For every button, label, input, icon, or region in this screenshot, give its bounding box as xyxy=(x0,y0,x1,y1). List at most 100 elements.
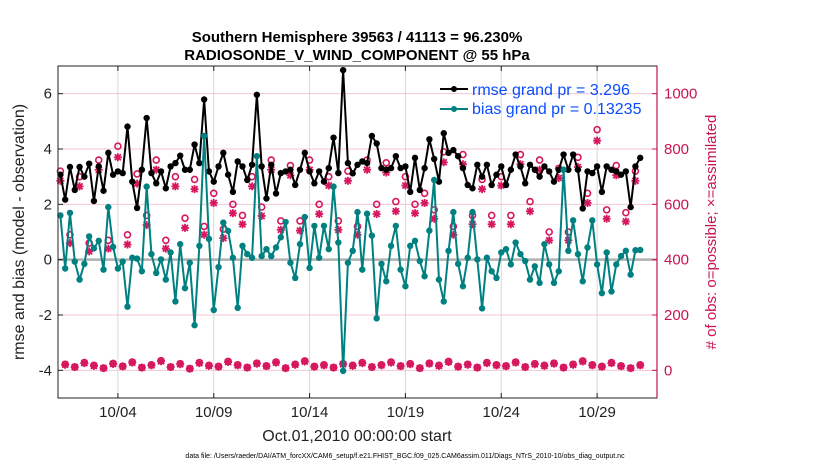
legend-bias-label: bias grand pr = 0.13235 xyxy=(472,101,642,118)
bias-point xyxy=(76,276,83,283)
possible-point xyxy=(147,360,156,369)
bias-point xyxy=(148,250,155,258)
bias-point xyxy=(296,240,304,248)
possible-point xyxy=(171,172,180,181)
rmse-point xyxy=(507,166,515,173)
rmse-point xyxy=(138,166,146,173)
rmse-point xyxy=(416,186,423,194)
bias-point xyxy=(143,183,150,190)
bias-point xyxy=(162,276,170,283)
rmse-point xyxy=(205,168,213,175)
possible-point xyxy=(392,197,400,206)
possible-point xyxy=(411,200,419,209)
rmse-point xyxy=(598,188,606,196)
bias-point xyxy=(57,212,64,219)
rmse-point xyxy=(90,197,98,205)
possible-point xyxy=(387,358,395,366)
rmse-point xyxy=(392,152,400,160)
x-axis-label: Oct.01,2010 00:00:00 start xyxy=(262,428,452,445)
data-marks xyxy=(56,66,645,375)
bias-point xyxy=(248,254,256,261)
rmse-point xyxy=(632,163,639,170)
possible-point xyxy=(300,357,309,365)
bias-point xyxy=(608,288,615,295)
rmse-point xyxy=(100,187,107,194)
bias-point xyxy=(181,284,189,292)
assimilated-point xyxy=(113,153,122,162)
rmse-point xyxy=(474,161,481,168)
rmse-point xyxy=(574,166,582,173)
y-right-tick-label: 200 xyxy=(664,307,689,324)
bias-point xyxy=(253,152,261,160)
rmse-point xyxy=(541,163,548,170)
rmse-point xyxy=(555,166,562,173)
bias-point xyxy=(584,244,591,251)
y-right-tick-label: 800 xyxy=(664,141,689,158)
asterisk-stroke xyxy=(315,210,323,218)
rmse-point xyxy=(224,171,232,178)
y-axis-right-label: # of obs: o=possible; ×=assimilated xyxy=(703,115,720,350)
y-tick-label: 2 xyxy=(44,196,52,213)
bias-point xyxy=(579,278,586,285)
bias-point xyxy=(531,263,539,270)
asterisk-stroke xyxy=(583,199,592,207)
bias-point xyxy=(320,222,328,230)
possible-point xyxy=(487,211,496,220)
possible-point xyxy=(334,217,343,225)
assimilated-point xyxy=(583,198,592,207)
rmse-point xyxy=(411,154,419,162)
bias-point xyxy=(498,249,505,256)
possible-point xyxy=(444,357,453,366)
rmse-point xyxy=(335,169,342,177)
y-axis-label: rmse and bias (model - observation) xyxy=(11,104,28,360)
possible-point xyxy=(382,159,391,167)
possible-point xyxy=(511,358,520,366)
possible-point xyxy=(310,362,319,371)
asterisk-stroke xyxy=(133,179,141,188)
bias-point xyxy=(555,268,562,275)
asterisk-stroke xyxy=(545,236,553,244)
x-tick-label: 10/09 xyxy=(195,404,233,421)
asterisk-stroke xyxy=(238,220,247,228)
bias-point xyxy=(311,222,318,230)
possible-point xyxy=(569,360,577,369)
possible-point xyxy=(636,360,645,369)
y-tick-label: 4 xyxy=(44,141,52,158)
possible-point xyxy=(185,364,194,373)
bias-point xyxy=(502,245,510,253)
rmse-point xyxy=(325,164,332,172)
rmse-point xyxy=(560,151,567,158)
y-tick-label: -4 xyxy=(39,362,52,379)
rmse-point xyxy=(71,186,78,194)
y-right-tick-label: 600 xyxy=(664,196,689,213)
rmse-point xyxy=(186,166,193,173)
possible-point xyxy=(118,362,127,370)
asterisk-stroke xyxy=(411,209,419,217)
rmse-point xyxy=(579,205,586,212)
x-tick-label: 10/04 xyxy=(99,404,137,421)
rmse-point xyxy=(569,151,577,158)
bias-point xyxy=(435,276,443,283)
bias-point xyxy=(205,235,213,243)
rmse-point xyxy=(459,164,467,172)
bias-point xyxy=(138,268,146,275)
bias-point xyxy=(430,176,438,184)
rmse-point xyxy=(512,151,519,158)
assimilated-point xyxy=(75,182,84,191)
bias-point xyxy=(210,306,217,314)
bias-point xyxy=(593,261,601,268)
rmse-point xyxy=(363,159,371,167)
possible-point xyxy=(626,364,635,372)
possible-point xyxy=(224,357,232,366)
rmse-point xyxy=(306,168,313,175)
bias-point xyxy=(263,245,270,253)
assimilated-point xyxy=(238,220,247,229)
bias-point xyxy=(536,279,543,287)
bias-point xyxy=(244,250,251,258)
rmse-point xyxy=(445,149,452,157)
bias-point xyxy=(627,271,634,278)
rmse-point xyxy=(498,163,505,170)
x-tick-label: 10/14 xyxy=(291,404,329,421)
rmse-point xyxy=(526,161,534,168)
rmse-point xyxy=(593,163,601,170)
